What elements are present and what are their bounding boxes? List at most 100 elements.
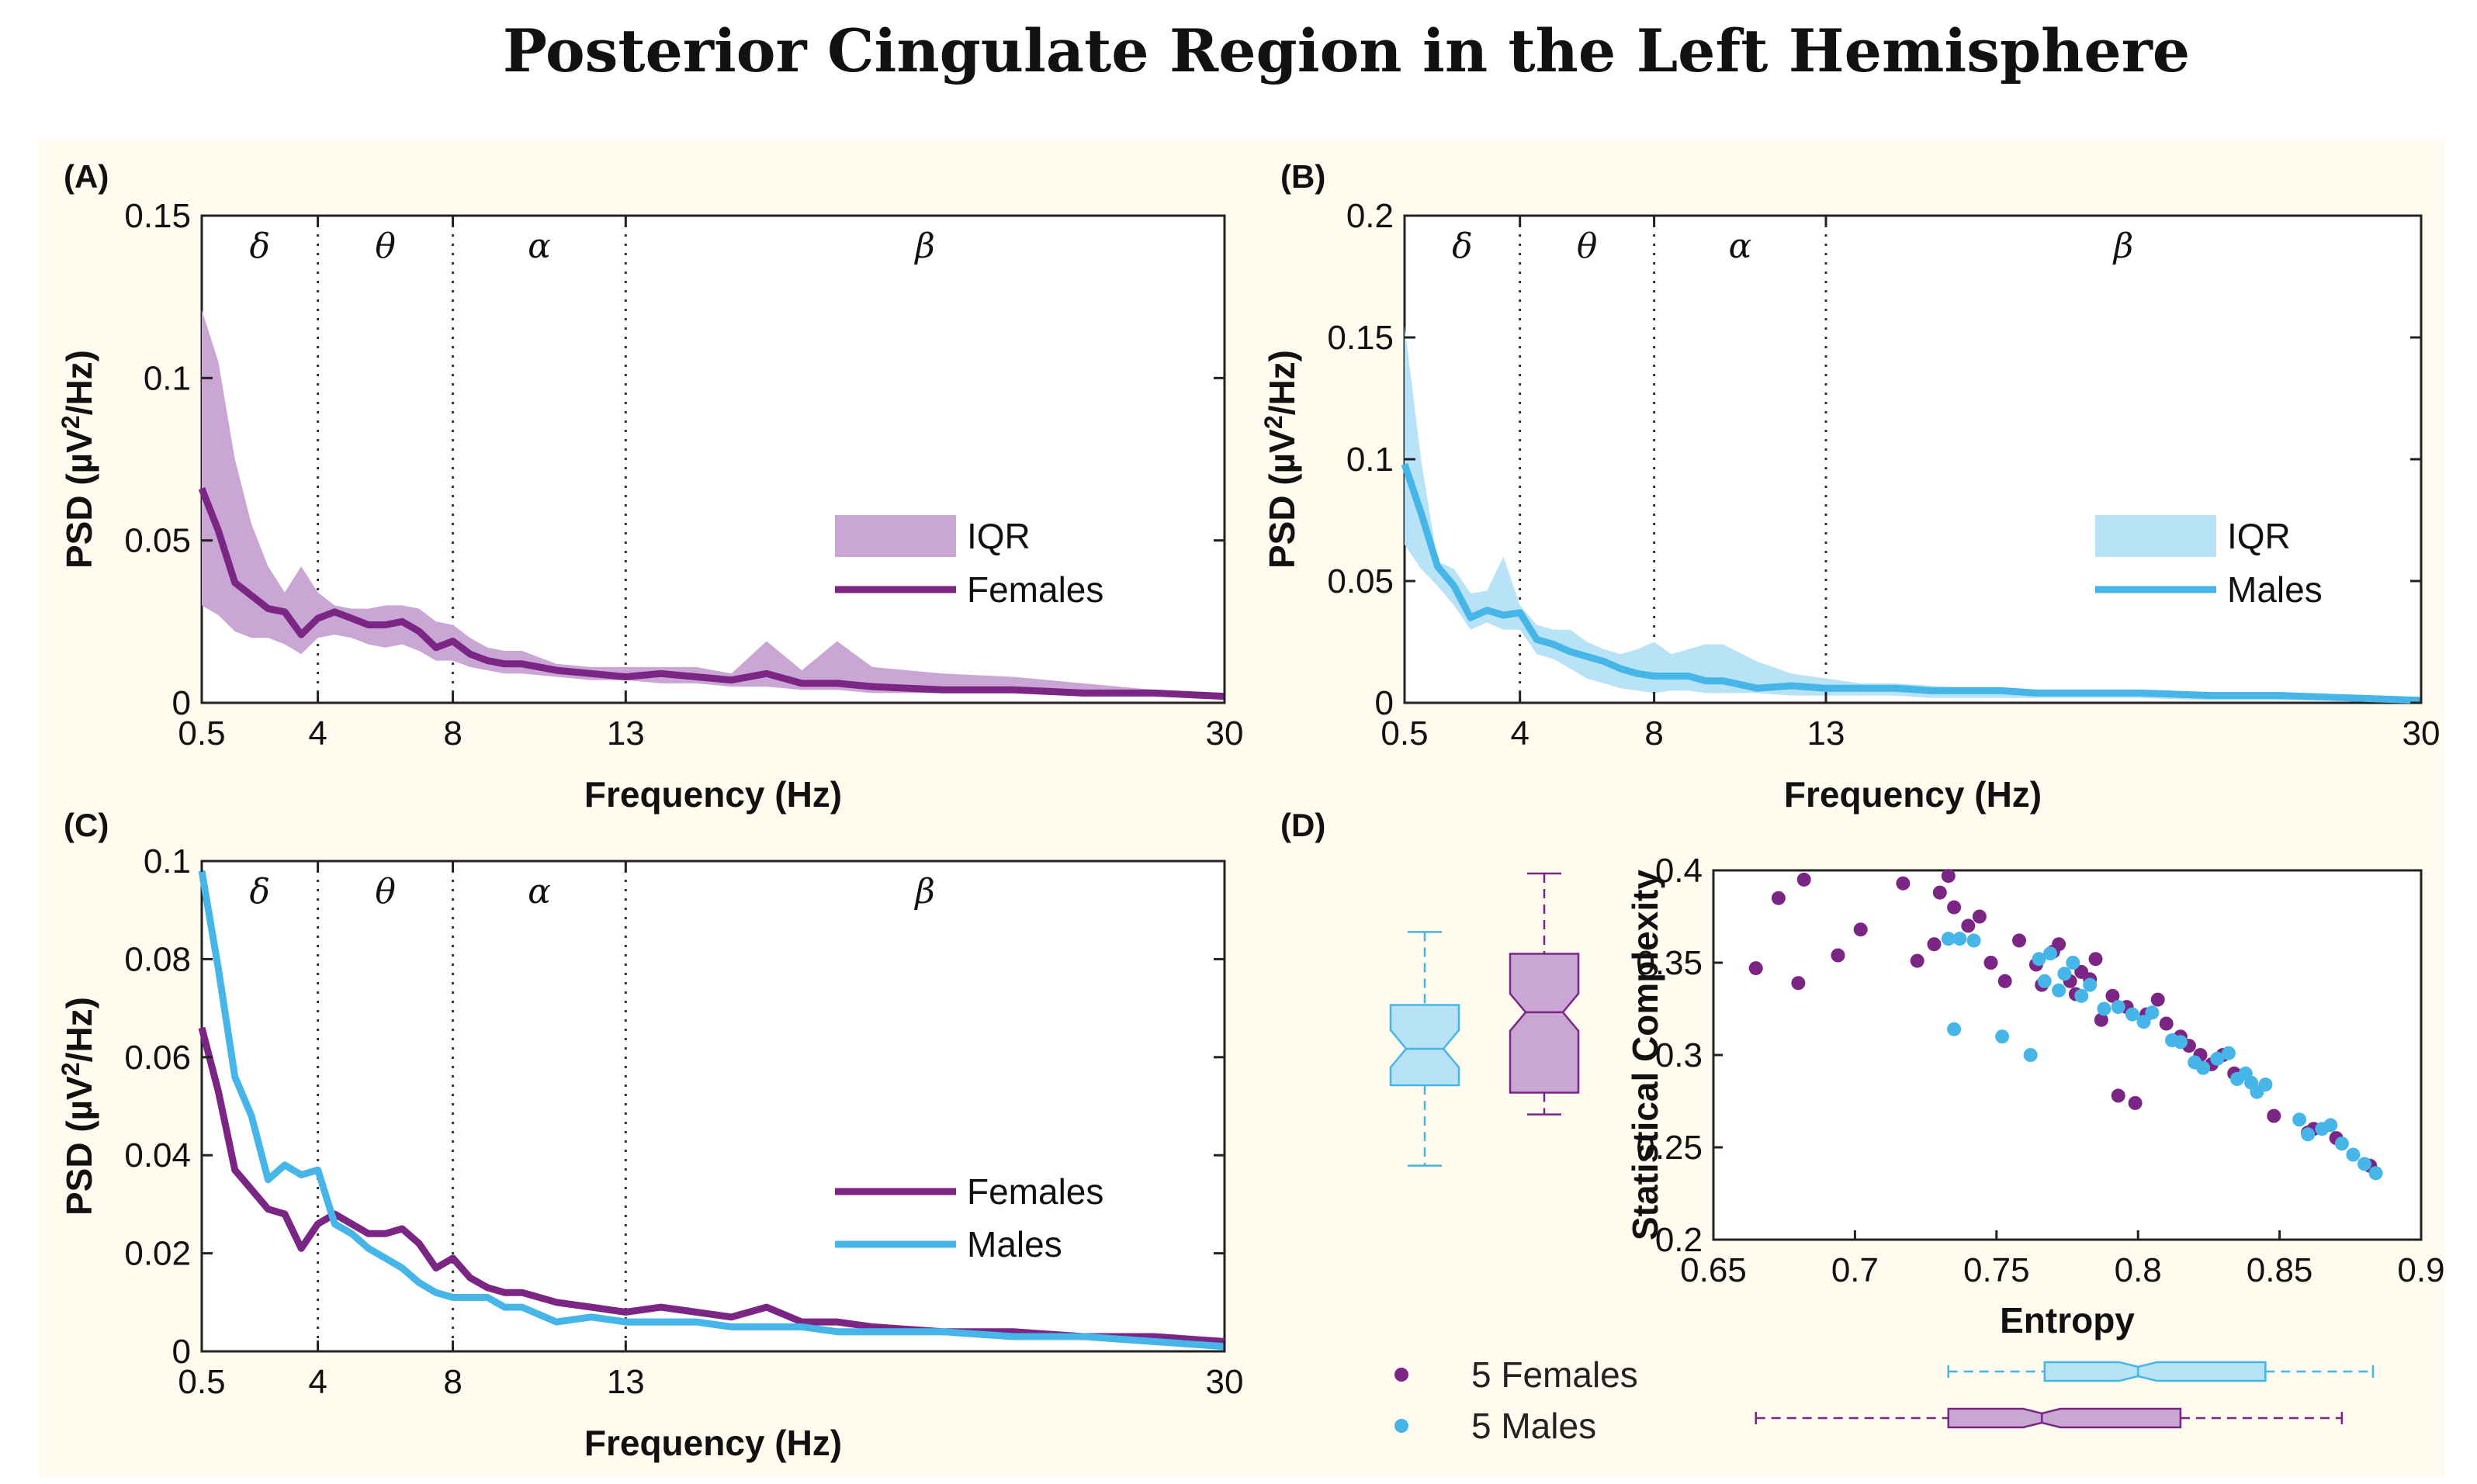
panel-b-y-tick-label: 0 bbox=[1375, 684, 1394, 722]
panel-c-x-tick-label: 30 bbox=[1206, 1363, 1244, 1401]
panel-d-male-point bbox=[1952, 932, 1967, 946]
panel-d-female-point bbox=[2105, 988, 2120, 1003]
panel-d-female-hbox bbox=[1947, 1407, 2182, 1429]
panel-b-y-tick-label: 0.2 bbox=[1346, 197, 1394, 235]
panel-d-female-point bbox=[1771, 891, 1786, 905]
panel-b-y-tick-label: 0.05 bbox=[1327, 562, 1394, 600]
panel-d-female-point bbox=[1983, 956, 1998, 970]
panel-d-female-point bbox=[2052, 937, 2066, 952]
panel-c-y-tick-label: 0.04 bbox=[124, 1136, 191, 1174]
panel-a-band-symbol: β bbox=[913, 227, 934, 266]
panel-b-x-tick-label: 4 bbox=[1510, 714, 1529, 752]
panel-d-male-hbox bbox=[2043, 1361, 2267, 1382]
panel-c-y-tick-label: 0.02 bbox=[124, 1235, 191, 1273]
panel-d-female-point bbox=[1997, 974, 2012, 988]
panel-a-label: (A) bbox=[64, 158, 109, 195]
panel-d-plot-area bbox=[1712, 869, 2423, 1241]
panel-d-label: (D) bbox=[1280, 807, 1325, 843]
panel-a-band-symbol: θ bbox=[375, 227, 396, 266]
panel-d-male-point bbox=[1947, 1022, 1962, 1036]
panel-a: (A) δ θ α β 0.5 4 8 13 30 0 0.05 0.1 0.15 Frequency … bbox=[57, 158, 1243, 815]
panel-d-female-point bbox=[2150, 992, 2165, 1007]
panel-d-x-axis-title: Entropy bbox=[2000, 1300, 2135, 1340]
panel-d-male-point bbox=[2368, 1166, 2383, 1181]
panel-b-plot-area bbox=[1403, 214, 2423, 704]
panel-c-legend-female-label: Females bbox=[967, 1171, 1103, 1212]
panel-a-y-tick-label: 0.05 bbox=[124, 522, 191, 560]
panel-c-x-tick-label: 4 bbox=[308, 1363, 327, 1401]
panel-d-female-point bbox=[1896, 876, 1911, 891]
panel-a-x-tick-label: 8 bbox=[443, 714, 462, 752]
panel-b-median-line bbox=[1401, 462, 2422, 704]
panel-b-x-tick-label: 8 bbox=[1644, 714, 1663, 752]
panel-d-female-point bbox=[1941, 869, 1956, 884]
panel-c-legend-male-label: Males bbox=[967, 1224, 1062, 1264]
panel-d-female-vbox bbox=[1509, 953, 1580, 1094]
panel-a-ylabel-part2: /Hz) bbox=[59, 350, 99, 415]
panel-b-band-symbol: β bbox=[2112, 227, 2133, 266]
panel-d-male-vbox bbox=[1389, 1004, 1460, 1087]
panel-d-female-point bbox=[2128, 1095, 2143, 1110]
panel-b-x-tick-label: 30 bbox=[2403, 714, 2441, 752]
panel-d-female-point bbox=[2012, 933, 2026, 948]
panel-d-marginal-boxes bbox=[1389, 872, 2375, 1429]
panel-c: (C) δ θ α β 0.5 4 8 13 30 0 0.02 0.04 0.06 0.08 0.1 Fr… bbox=[57, 807, 1243, 1463]
panel-d-x-tick-label: 0.7 bbox=[1831, 1251, 1879, 1289]
panel-c-ylabel-part2: /Hz) bbox=[59, 997, 99, 1062]
panel-b-y-tick-label: 0.1 bbox=[1346, 441, 1394, 479]
panel-d-legend-female-label: 5 Females bbox=[1471, 1354, 1638, 1395]
panel-d-male-point bbox=[2083, 977, 2098, 992]
panel-a-ylabel-superscript: 2 bbox=[57, 415, 85, 429]
panel-a-x-axis-title: Frequency (Hz) bbox=[584, 774, 842, 815]
panel-d-male-point bbox=[2052, 983, 2066, 998]
panel-d-female-point bbox=[2088, 952, 2103, 967]
panel-a-ylabel-part1: PSD (µV bbox=[59, 429, 99, 569]
panel-d-male-point bbox=[2221, 1046, 2236, 1060]
panel-d-male-point bbox=[2043, 946, 2058, 961]
panel-b-ylabel-part2: /Hz) bbox=[1262, 350, 1302, 415]
panel-d-female-point bbox=[1853, 922, 1868, 937]
panel-a-x-tick-label: 13 bbox=[607, 714, 645, 752]
panel-d-male-point bbox=[2346, 1147, 2361, 1162]
panel-d-male-point bbox=[2074, 988, 2089, 1003]
panel-d-female-point bbox=[1748, 961, 1763, 976]
panel-a-x-tick-label: 30 bbox=[1206, 714, 1244, 752]
panel-c-ylabel-part1: PSD (µV bbox=[59, 1076, 99, 1216]
panel-b-legend-line-label: Males bbox=[2227, 569, 2323, 610]
panel-d-male-point bbox=[2323, 1118, 2338, 1133]
panel-d-male-point bbox=[2258, 1078, 2273, 1092]
panel-d: (D) 0.65 0.7 0.75 0.8 0.85 0.90.20.250.30.350… bbox=[1280, 807, 2445, 1446]
panel-d-female-point bbox=[1961, 918, 1976, 933]
panel-c-y-tick-label: 0 bbox=[172, 1333, 191, 1371]
panel-d-male-point bbox=[2057, 967, 2072, 981]
panel-d-male-point bbox=[2357, 1157, 2371, 1171]
panel-d-x-tick-label: 0.85 bbox=[2247, 1251, 2313, 1289]
panel-d-female-point bbox=[1791, 976, 1806, 991]
panel-d-female-point bbox=[1932, 885, 1947, 900]
panel-d-female-point bbox=[2267, 1109, 2281, 1123]
panel-d-female-point bbox=[2094, 1012, 2108, 1027]
panel-c-band-symbol: β bbox=[913, 872, 934, 912]
panel-d-male-point bbox=[1995, 1029, 2010, 1044]
panel-d-male-point bbox=[2037, 974, 2052, 988]
panel-d-female-point bbox=[1796, 872, 1811, 887]
panel-c-y-axis-title: PSD (µV2/Hz) bbox=[57, 997, 99, 1216]
panel-c-x-tick-label: 0.5 bbox=[178, 1363, 225, 1401]
panel-d-y-axis-title: Statistical Complexity bbox=[1625, 870, 1665, 1240]
panel-b-x-tick-label: 0.5 bbox=[1381, 714, 1428, 752]
panel-a-y-axis-title: PSD (µV2/Hz) bbox=[57, 350, 99, 569]
panel-d-x-tick-label: 0.65 bbox=[1680, 1251, 1747, 1289]
panel-d-male-point bbox=[1966, 933, 1981, 948]
panel-d-female-point bbox=[2111, 1088, 2125, 1103]
panel-b-y-axis-title: PSD (µV2/Hz) bbox=[1259, 350, 1302, 569]
panel-d-male-point bbox=[2066, 956, 2080, 970]
panel-c-band-symbol: θ bbox=[375, 872, 396, 912]
panel-d-plot-layer: 0.65 0.7 0.75 0.8 0.85 0.9 0.2 0.25 0.3 0.35 0.4 bbox=[1636, 852, 2444, 1289]
panel-b: (B) δ θ α β 0.5 4 8 13 30 0 0.05 0.1 0.15 0.2 Frequen… bbox=[1259, 158, 2440, 815]
panel-d-y-tick-label: 0.35 bbox=[1636, 944, 1703, 982]
panel-d-male-point bbox=[1941, 932, 1956, 946]
panel-a-y-tick-label: 0.15 bbox=[124, 197, 191, 235]
panel-c-x-tick-label: 13 bbox=[607, 1363, 645, 1401]
panel-b-band-symbol: α bbox=[1728, 227, 1751, 266]
panel-d-female-point bbox=[1927, 937, 1942, 952]
